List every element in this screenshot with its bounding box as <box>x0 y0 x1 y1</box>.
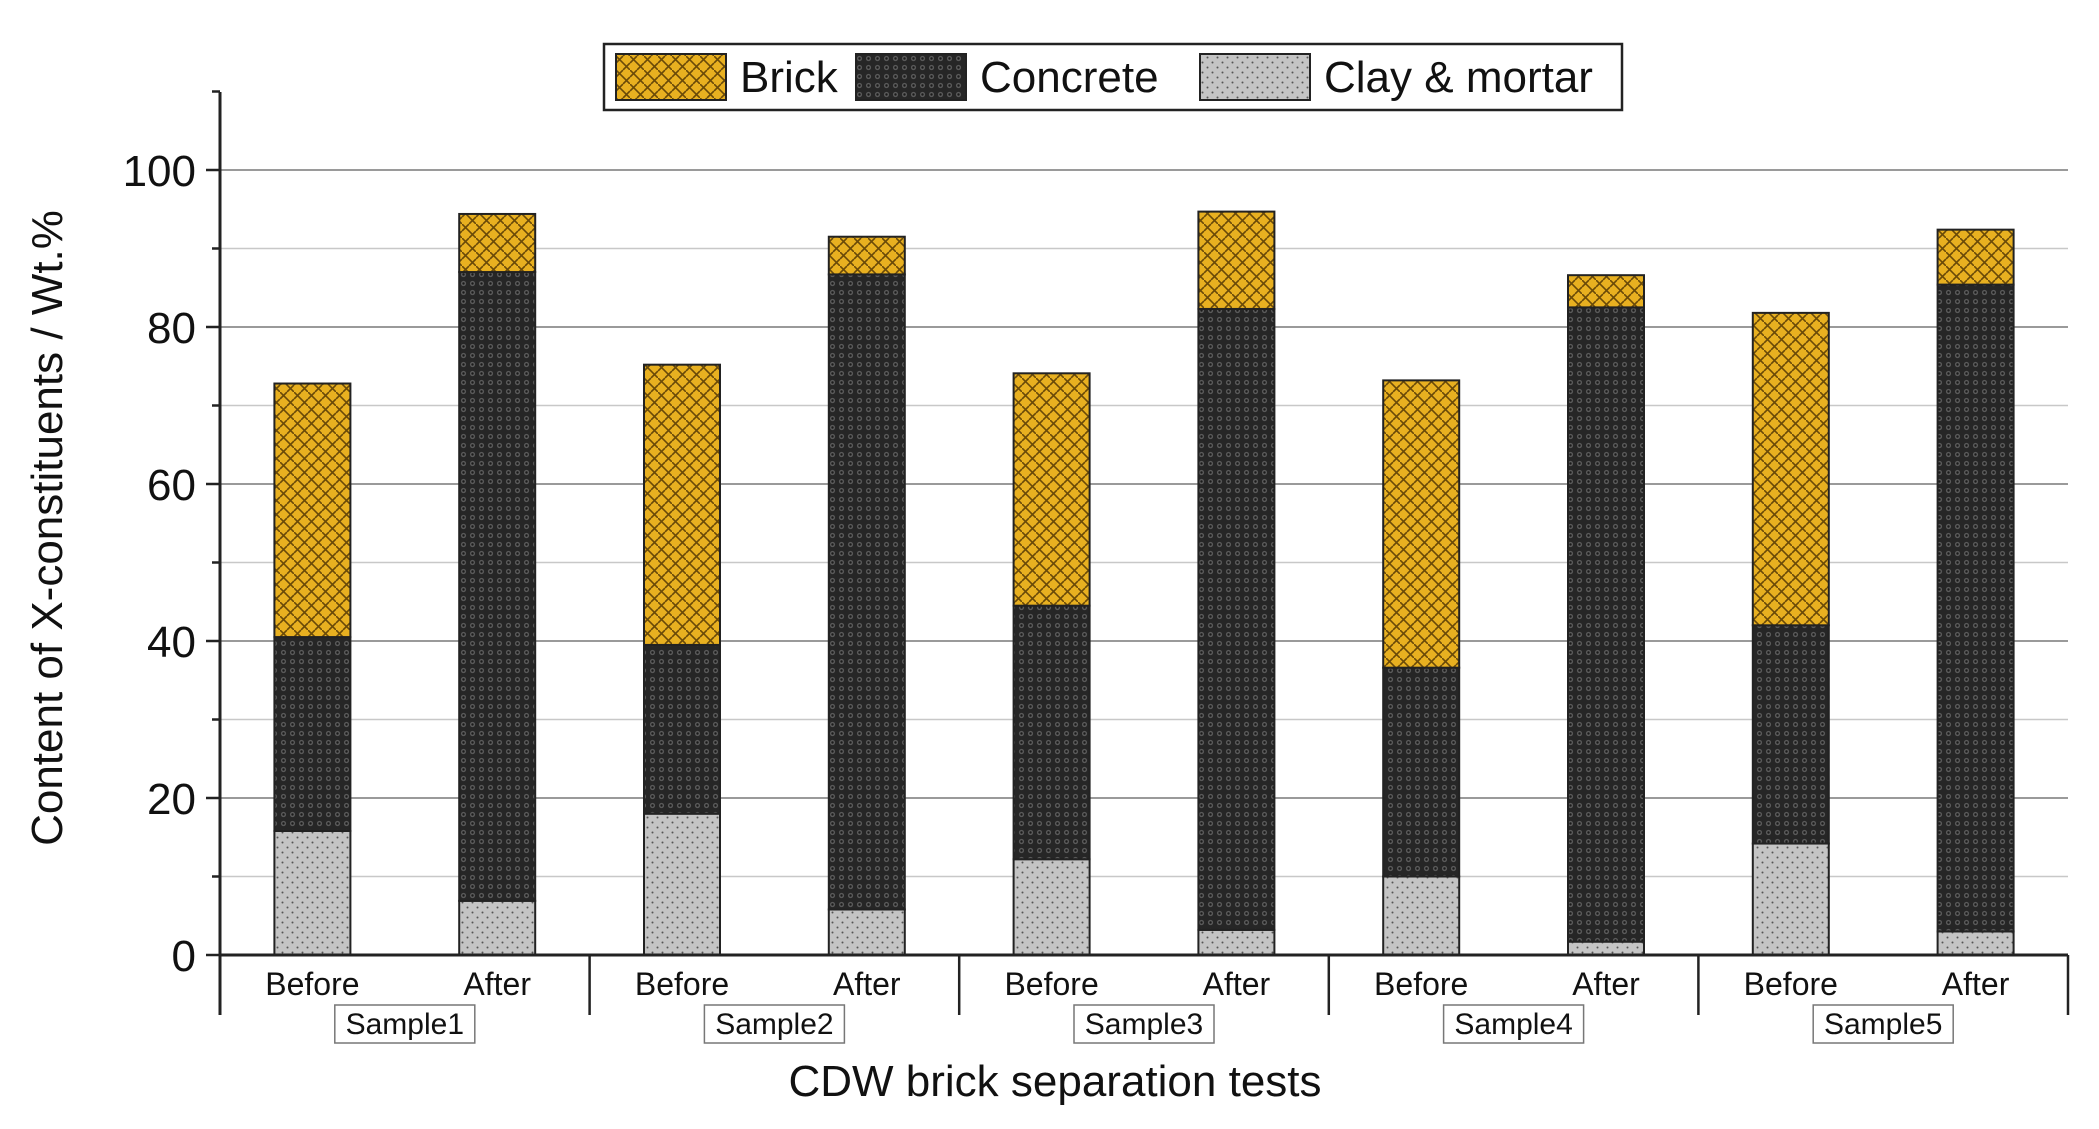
group-label-box-5 <box>1812 1004 1954 1044</box>
x-axis-label: CDW brick separation tests <box>788 1057 1321 1106</box>
group-label-1: Sample1 <box>346 1008 464 1041</box>
y-tick-label-80: 80 <box>147 304 196 353</box>
legend-swatch-concrete <box>855 53 967 101</box>
bar-concrete-5 <box>1012 604 1091 861</box>
bar-clay-mortar-3 <box>643 812 721 957</box>
x-tick-label-9: Before <box>1744 966 1838 1002</box>
legend-swatch-brick <box>615 53 727 101</box>
x-tick-label-2: After <box>463 966 531 1002</box>
y-tick-label-0: 0 <box>172 932 196 981</box>
bar-concrete-8 <box>1567 306 1645 943</box>
y-axis-label: Content of X-constituents / Wt.% <box>23 210 72 846</box>
x-tick-label-8: After <box>1572 966 1640 1002</box>
legend-swatch-clay-mortar <box>1199 53 1311 101</box>
y-tick-label-20: 20 <box>147 775 196 824</box>
group-label-box-1 <box>334 1004 476 1044</box>
bar-concrete-9 <box>1751 624 1830 845</box>
axes: 0 20 40 60 80 100 <box>123 90 2070 1015</box>
x-tick-label-1: Before <box>265 966 359 1002</box>
bar-brick-2 <box>458 212 537 274</box>
group-label-5: Sample5 <box>1824 1008 1942 1041</box>
legend-label-clay-mortar: Clay & mortar <box>1324 53 1593 102</box>
group-label-3: Sample3 <box>1085 1008 1203 1041</box>
bars <box>273 210 2015 957</box>
bar-clay-mortar-2 <box>458 899 537 957</box>
group-label-box-3 <box>1073 1004 1215 1044</box>
y-tick-label-40: 40 <box>147 618 196 667</box>
group-label-box-2 <box>703 1004 846 1044</box>
bar-clay-mortar-4 <box>827 908 906 956</box>
x-tick-label-5: Before <box>1004 966 1098 1002</box>
legend-label-brick: Brick <box>740 53 839 102</box>
bar-brick-7 <box>1382 379 1461 669</box>
bar-brick-3 <box>643 363 721 646</box>
bar-concrete-10 <box>1936 283 2015 933</box>
bar-brick-6 <box>1197 210 1276 310</box>
bar-clay-mortar-8 <box>1567 940 1645 957</box>
bar-concrete-6 <box>1197 307 1276 931</box>
bar-brick-1 <box>273 382 352 639</box>
x-tick-label-4: After <box>833 966 901 1002</box>
bar-concrete-7 <box>1382 666 1461 878</box>
bar-brick-5 <box>1012 372 1091 607</box>
bar-concrete-1 <box>273 636 352 832</box>
bar-brick-4 <box>827 235 906 276</box>
bar-clay-mortar-1 <box>273 829 352 956</box>
x-tick-label-6: After <box>1203 966 1271 1002</box>
bar-clay-mortar-10 <box>1936 930 2015 957</box>
bar-clay-mortar-7 <box>1382 875 1461 956</box>
x-tick-label-7: Before <box>1374 966 1468 1002</box>
y-tick-label-100: 100 <box>123 147 196 196</box>
bar-clay-mortar-5 <box>1012 858 1091 956</box>
bar-concrete-4 <box>827 273 906 911</box>
bar-concrete-2 <box>458 271 537 902</box>
bar-brick-8 <box>1567 274 1645 309</box>
bar-clay-mortar-6 <box>1197 928 1276 957</box>
x-tick-labels: Before After Before After Before After Before A… <box>265 966 2010 1044</box>
group-label-box-4 <box>1442 1004 1585 1044</box>
legend-box <box>602 42 1624 112</box>
bar-clay-mortar-9 <box>1751 842 1830 957</box>
group-label-2: Sample2 <box>715 1008 833 1041</box>
bar-brick-9 <box>1751 311 1830 627</box>
bar-concrete-3 <box>643 643 721 815</box>
x-tick-label-3: Before <box>635 966 729 1002</box>
legend-label-concrete: Concrete <box>980 53 1159 102</box>
legend: Brick Concrete Clay & mortar <box>602 42 1624 112</box>
y-tick-label-60: 60 <box>147 461 196 510</box>
x-tick-label-10: After <box>1942 966 2010 1002</box>
bar-brick-10 <box>1936 228 2015 286</box>
group-label-4: Sample4 <box>1454 1008 1572 1041</box>
